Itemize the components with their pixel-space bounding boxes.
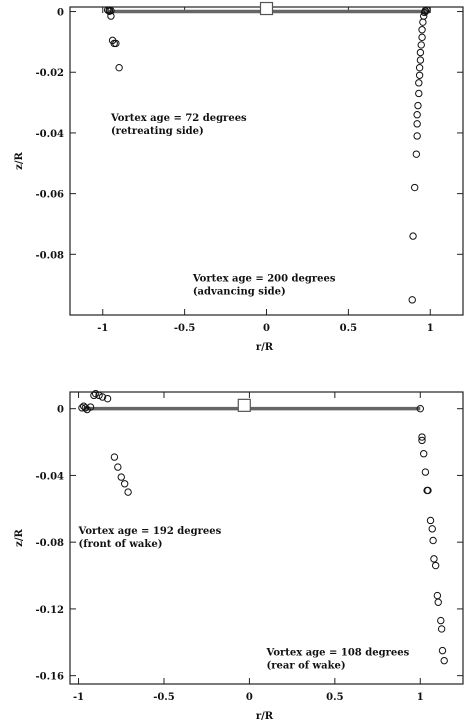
data-point	[420, 450, 428, 458]
data-point	[420, 8, 429, 17]
data-point	[90, 391, 98, 400]
x-tick-label: -1	[97, 323, 108, 334]
data-point	[416, 48, 425, 57]
data-point	[81, 404, 90, 412]
data-point	[428, 525, 436, 533]
data-point	[412, 150, 421, 158]
data-point	[430, 555, 438, 563]
data-point	[440, 656, 448, 665]
x-tick-label: 1	[417, 692, 424, 703]
data-point	[414, 101, 422, 110]
annotation-line: (rear of wake)	[267, 661, 346, 672]
data-point	[120, 480, 129, 488]
data-point	[117, 473, 125, 481]
y-tick-label: 0	[57, 405, 64, 416]
x-tick-label: 0	[246, 692, 253, 703]
y-tick-label: -0.08	[35, 538, 64, 549]
data-point	[409, 232, 417, 240]
chart-2: -1 -0.5 0 0.5 1 0 -0.04 -0.08 -0.12 -0.16 r/R z/R Vo…	[14, 389, 464, 722]
data-point	[413, 120, 421, 128]
x-tick-label: 1	[427, 323, 434, 334]
x-tick-label: 0.5	[326, 692, 343, 703]
y-tick-label: -0.06	[35, 190, 64, 201]
x-tick-label: 0.5	[340, 323, 357, 334]
x-axis-label: r/R	[256, 342, 274, 353]
rotor-hub-square	[259, 1, 274, 16]
x-tick-label: 0	[263, 323, 270, 334]
x-axis-label: r/R	[256, 711, 274, 722]
data-point	[78, 404, 86, 412]
data-point	[415, 63, 424, 72]
rotor-hub-square	[237, 398, 251, 412]
y-tick-label: -0.12	[35, 605, 64, 616]
data-point	[431, 561, 440, 570]
data-point	[110, 453, 119, 461]
data-point	[419, 18, 427, 26]
data-point	[413, 111, 421, 119]
annotation-line: Vortex age = 72 degrees	[110, 113, 247, 124]
data-point	[105, 7, 114, 15]
data-point	[434, 598, 442, 606]
y-tick-label: -0.04	[35, 471, 64, 482]
data-point	[418, 433, 426, 441]
y-tick-label: 0	[57, 8, 64, 19]
data-point	[437, 616, 445, 625]
annotation-line: Vortex age = 192 degrees	[78, 526, 222, 537]
data-point	[437, 625, 446, 633]
data-point	[433, 591, 442, 600]
data-point	[415, 71, 424, 79]
y-tick-label: -0.02	[35, 68, 64, 79]
y-tick-label: -0.16	[35, 672, 64, 683]
y-tick-label: -0.08	[35, 250, 64, 261]
data-point	[418, 33, 426, 42]
annotation-line: Vortex age = 200 degrees	[192, 274, 336, 285]
data-point	[415, 89, 423, 98]
annotation-line: Vortex age = 108 degrees	[266, 648, 410, 659]
data-point	[115, 63, 123, 72]
data-point	[107, 12, 115, 20]
data-point	[112, 39, 120, 48]
data-point	[438, 646, 447, 655]
data-point	[416, 56, 425, 64]
data-point	[417, 41, 425, 49]
data-point	[421, 7, 430, 15]
data-point	[98, 393, 107, 401]
x-tick-label: -0.5	[153, 692, 175, 703]
data-point	[418, 436, 426, 445]
data-point	[426, 516, 435, 525]
data-point	[424, 486, 432, 495]
data-point	[91, 389, 100, 398]
y-tick-label: -0.04	[35, 129, 64, 140]
data-point	[421, 468, 430, 476]
data-point	[114, 463, 122, 471]
x-tick-label: -1	[73, 692, 84, 703]
data-point	[413, 132, 421, 140]
annotation-line: (advancing side)	[193, 287, 286, 298]
plot-frame	[69, 391, 464, 685]
data-point	[103, 394, 112, 403]
data-point	[429, 536, 437, 545]
data-point	[410, 183, 419, 192]
data-point	[416, 404, 424, 413]
chart-1: -1 -0.5 0 0.5 1 0 -0.02 -0.04 -0.06 -0.08 r/R z/R Vo…	[14, 1, 464, 353]
data-point	[408, 296, 416, 304]
annotation-line: (retreating side)	[111, 126, 204, 137]
data-point	[86, 403, 95, 411]
y-axis-label: z/R	[14, 151, 25, 169]
y-axis-label: z/R	[14, 528, 25, 546]
data-point	[95, 391, 103, 400]
x-tick-label: -0.5	[174, 323, 196, 334]
annotation-line: (front of wake)	[79, 539, 163, 550]
data-point	[124, 488, 132, 496]
data-point	[418, 26, 426, 34]
plot-frame	[69, 6, 464, 316]
data-point	[415, 79, 423, 87]
